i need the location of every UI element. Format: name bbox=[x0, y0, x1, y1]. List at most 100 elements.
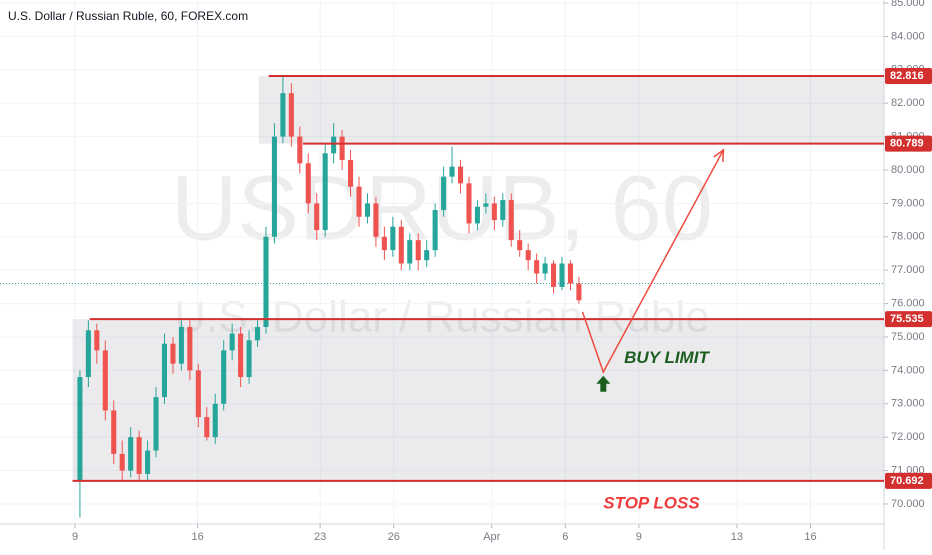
candle-body bbox=[525, 250, 531, 261]
y-tick-label: 77.000 bbox=[891, 264, 925, 276]
candle-body bbox=[457, 166, 464, 184]
candle-body bbox=[559, 263, 565, 287]
annotation: BUY LIMIT bbox=[624, 348, 710, 367]
candle-body bbox=[432, 210, 438, 251]
candle-body bbox=[280, 93, 286, 137]
candle-body bbox=[407, 240, 413, 264]
candle-body bbox=[153, 397, 159, 451]
zone bbox=[72, 319, 885, 481]
candle-body bbox=[542, 263, 548, 274]
candle-body bbox=[297, 136, 303, 164]
candle-body bbox=[322, 153, 328, 231]
candle-body bbox=[195, 370, 201, 418]
y-tick-label: 72.000 bbox=[891, 431, 925, 443]
x-tick-label: 9 bbox=[636, 531, 642, 543]
y-tick-label: 84.000 bbox=[891, 30, 925, 42]
level-label: 70.692 bbox=[890, 475, 924, 487]
candle-body bbox=[136, 437, 142, 474]
candle-body bbox=[424, 250, 430, 261]
candle-body bbox=[111, 410, 117, 454]
candle-body bbox=[551, 263, 557, 287]
candle-body bbox=[567, 263, 573, 284]
candle-body bbox=[331, 136, 337, 154]
annotation: STOP LOSS bbox=[603, 493, 700, 512]
x-tick-label: Apr bbox=[483, 531, 500, 543]
candle-body bbox=[263, 236, 269, 327]
candle-body bbox=[94, 330, 100, 351]
candle-body bbox=[288, 93, 294, 137]
candle-body bbox=[305, 163, 311, 204]
candle-body bbox=[339, 136, 345, 160]
candle-body bbox=[500, 200, 506, 221]
candle-body bbox=[246, 340, 252, 378]
x-tick-label: 16 bbox=[804, 531, 816, 543]
arrow-head bbox=[713, 148, 725, 162]
candle-body bbox=[170, 343, 176, 364]
level-label: 80.789 bbox=[890, 138, 924, 150]
y-tick-label: 70.000 bbox=[891, 498, 925, 510]
candle-body bbox=[576, 283, 582, 301]
candle-body bbox=[77, 377, 83, 481]
candle-body bbox=[381, 236, 387, 251]
y-tick-label: 82.000 bbox=[891, 97, 925, 109]
candle-body bbox=[517, 240, 523, 251]
candle-body bbox=[145, 450, 151, 474]
candle-body bbox=[271, 136, 277, 237]
candle-body bbox=[221, 350, 227, 404]
y-tick-label: 75.000 bbox=[891, 331, 925, 343]
x-tick-label: 16 bbox=[191, 531, 203, 543]
y-tick-label: 79.000 bbox=[891, 197, 925, 209]
candle-body bbox=[483, 203, 489, 207]
candle-body bbox=[474, 206, 480, 224]
level-label-box bbox=[885, 311, 932, 328]
candle-body bbox=[449, 166, 455, 177]
candle-body bbox=[373, 203, 379, 237]
candle-body bbox=[178, 326, 184, 364]
candle-body bbox=[254, 326, 261, 341]
candle-body bbox=[348, 159, 354, 187]
candle-body bbox=[415, 240, 421, 261]
level-label-box bbox=[885, 472, 932, 489]
level-label: 75.535 bbox=[890, 313, 924, 325]
chart-title: U.S. Dollar / Russian Ruble, 60, FOREX.c… bbox=[8, 9, 248, 23]
candle-body bbox=[508, 200, 514, 241]
candle-body bbox=[534, 260, 540, 274]
candle-body bbox=[212, 403, 218, 438]
y-tick-label: 73.000 bbox=[891, 398, 925, 410]
candle-body bbox=[491, 203, 497, 221]
candle-body bbox=[187, 326, 193, 371]
candle-body bbox=[102, 350, 108, 411]
projection-path bbox=[581, 149, 725, 374]
candle-body bbox=[204, 417, 210, 438]
x-tick-label: 26 bbox=[388, 531, 400, 543]
level-label-box bbox=[885, 135, 932, 152]
zone bbox=[258, 75, 884, 144]
candle-body bbox=[238, 333, 244, 378]
y-tick-label: 80.000 bbox=[891, 164, 925, 176]
candle-body bbox=[466, 183, 472, 224]
candle-body bbox=[119, 453, 125, 471]
x-tick-label: 6 bbox=[562, 531, 568, 543]
y-tick-label: 76.000 bbox=[891, 297, 925, 309]
candle-body bbox=[356, 186, 362, 217]
candle-body bbox=[161, 343, 168, 398]
x-tick-label: 9 bbox=[72, 531, 78, 543]
level-label: 82.816 bbox=[890, 70, 924, 82]
candle-body bbox=[128, 437, 134, 471]
candle-body bbox=[441, 176, 447, 211]
candle-body bbox=[398, 226, 404, 264]
level-label-box bbox=[885, 67, 932, 84]
y-tick-label: 85.000 bbox=[891, 0, 925, 9]
candle-body bbox=[390, 226, 396, 251]
x-tick-label: 23 bbox=[314, 531, 326, 543]
up-arrow-marker bbox=[596, 375, 611, 392]
candle-body bbox=[314, 203, 320, 231]
y-tick-label: 74.000 bbox=[891, 364, 925, 376]
x-tick-label: 13 bbox=[731, 531, 743, 543]
y-tick-label: 78.000 bbox=[891, 231, 925, 243]
candle-body bbox=[229, 333, 235, 351]
candle-body bbox=[85, 330, 91, 378]
candle-body bbox=[364, 203, 371, 217]
